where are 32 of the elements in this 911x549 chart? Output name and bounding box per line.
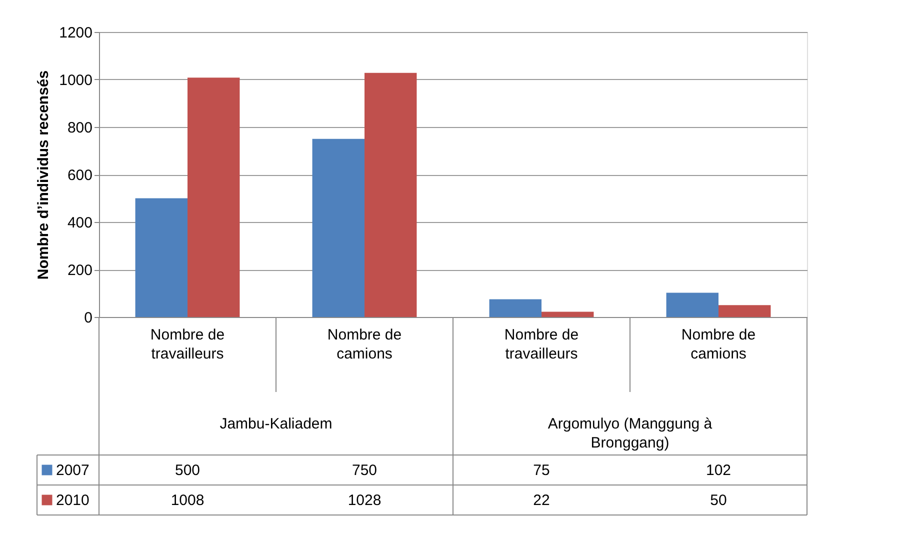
text: Argomulyo (Manggung à Bronggang) — [548, 416, 713, 452]
data-label: 22 — [533, 492, 550, 509]
bar — [542, 312, 594, 317]
bar — [312, 138, 364, 317]
data-label: 750 — [352, 462, 378, 479]
data-label: 102 — [706, 462, 732, 479]
legend-label: 2007 — [56, 462, 90, 479]
data-label: 1008 — [170, 492, 204, 509]
bar — [135, 198, 188, 317]
x-tick-label: Nombre de travailleurs — [150, 326, 225, 362]
text: Jambu-Kaliadem — [220, 416, 332, 432]
x-tick-label: Nombre de camions — [327, 326, 402, 362]
bar — [718, 305, 771, 317]
y-axis-title: Nombre d’individus recensés — [35, 70, 52, 280]
bar — [489, 299, 542, 317]
data-label: 500 — [174, 462, 200, 479]
bar — [666, 292, 718, 317]
data-label: 75 — [533, 462, 550, 479]
y-tick-label: 800 — [67, 120, 92, 136]
data-label: 1028 — [348, 492, 382, 509]
x-tick-label: Nombre de camions — [681, 326, 756, 362]
data-label: 50 — [710, 492, 727, 509]
legend-label: 2010 — [56, 492, 90, 509]
y-tick-label: 1000 — [59, 72, 92, 89]
bar — [188, 78, 240, 317]
y-tick-label: 600 — [67, 167, 92, 184]
y-tick-label: 0 — [84, 310, 92, 326]
x-tick-label: Nombre de travailleurs — [504, 326, 579, 362]
y-tick-label: 200 — [67, 262, 92, 279]
bar — [364, 72, 417, 317]
y-tick-label: 400 — [67, 214, 92, 232]
y-tick-label: 1200 — [59, 24, 92, 42]
